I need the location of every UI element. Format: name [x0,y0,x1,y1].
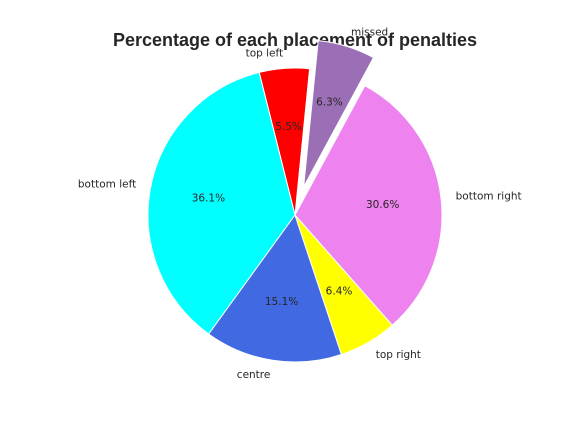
pie-slice-centre [208,213,343,363]
pie-slice-bottom-right [294,84,443,326]
slice-label-bottom-right: bottom right [456,191,522,203]
chart-title: Percentage of each placement of penaltie… [113,30,477,50]
pie-slice-bottom-left [147,71,296,335]
slice-label-bottom-left: bottom left [78,178,136,190]
pct-label-top-right: 6.4% [326,285,353,297]
pct-label-missed: 6.3% [316,97,343,109]
pct-label-top-left: 5.5% [275,121,302,133]
slice-label-top-left: top left [246,48,284,60]
pie-labels: 5.5% top left 36.1% bottom left 15.1% centre 6… [78,26,522,381]
pct-label-bottom-right: 30.6% [366,199,399,211]
slice-label-top-right: top right [376,349,421,361]
pct-label-centre: 15.1% [265,296,298,308]
slice-label-missed: missed [351,26,388,38]
pie-slice-missed [303,40,375,188]
pie-slices [147,40,443,363]
pct-label-bottom-left: 36.1% [192,192,225,204]
slice-label-centre: centre [237,369,271,381]
